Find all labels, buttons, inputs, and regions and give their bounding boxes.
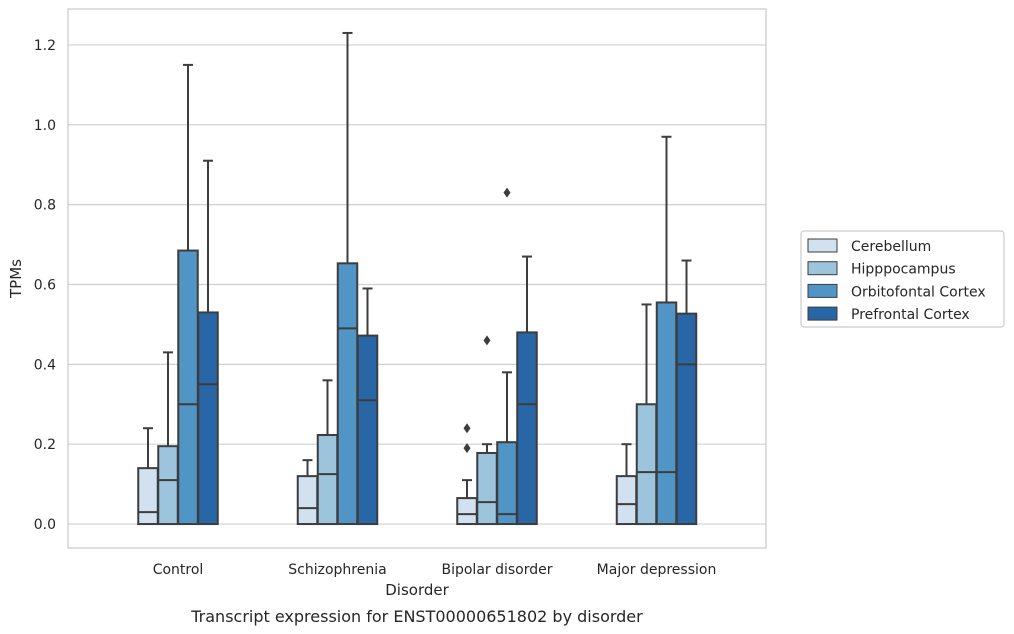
box-prefrontal-cortex — [197, 159, 219, 526]
y-tick-label: 1.0 — [34, 118, 56, 134]
legend-swatch — [807, 238, 838, 253]
legend-swatch — [807, 283, 838, 298]
box-rect — [496, 441, 518, 526]
box-cerebellum — [456, 423, 478, 526]
box-rect — [615, 475, 638, 526]
box-rect — [177, 249, 199, 526]
box-hipppocampus — [635, 303, 658, 526]
outlier-point — [503, 187, 511, 198]
box-rect — [476, 451, 498, 526]
y-tick-labels: 0.0 0.2 0.4 0.6 0.8 1.0 1.2 — [34, 38, 56, 533]
x-tick-labels: Control Schizophrenia Bipolar disorder Majo… — [153, 562, 717, 578]
box-rect — [516, 331, 538, 526]
y-tick-label: 0.4 — [34, 357, 56, 373]
legend-label: Hipppocampus — [851, 262, 956, 278]
box-rect — [316, 434, 339, 526]
box-rect — [157, 445, 179, 526]
chart-caption: Transcript expression for ENST0000065180… — [190, 607, 643, 626]
x-tick-label: Major depression — [597, 562, 717, 578]
y-tick-label: 0.6 — [34, 277, 56, 293]
box-orbitofontal-cortex — [496, 187, 518, 526]
box-groups — [137, 31, 698, 526]
x-tick-label: Schizophrenia — [288, 562, 386, 578]
box-prefrontal-cortex — [356, 287, 379, 526]
box-hipppocampus — [157, 351, 179, 526]
box-rect — [197, 311, 219, 526]
legend-label: Cerebellum — [851, 239, 931, 255]
x-tick-label: Bipolar disorder — [441, 562, 552, 578]
box-orbitofontal-cortex — [336, 31, 359, 526]
legend-label: Prefrontal Cortex — [851, 307, 970, 323]
box-rect — [296, 475, 319, 526]
x-tick-label: Control — [153, 562, 204, 578]
y-tick-label: 0.2 — [34, 437, 56, 453]
box-rect — [336, 262, 359, 526]
legend-label: Orbitofontal Cortex — [851, 284, 986, 300]
legend-frame — [800, 230, 1005, 328]
box-rect — [675, 312, 698, 526]
box-rect — [356, 334, 379, 526]
y-tick-label: 0.8 — [34, 198, 56, 214]
box-prefrontal-cortex — [675, 259, 698, 526]
box-rect — [456, 497, 478, 526]
outlier-point — [483, 335, 491, 346]
box-prefrontal-cortex — [516, 255, 538, 526]
plot-frame — [67, 8, 767, 549]
y-tick-label: 0.0 — [34, 517, 56, 533]
box-hipppocampus — [316, 379, 339, 526]
y-axis-label: TPMs — [7, 259, 25, 299]
legend-swatch — [807, 306, 838, 321]
box-cerebellum — [137, 427, 159, 526]
legend-swatch — [807, 261, 838, 276]
box-orbitofontal-cortex — [177, 63, 199, 526]
box-cerebellum — [615, 443, 638, 526]
outlier-point — [463, 443, 471, 454]
box-rect — [655, 301, 678, 526]
outlier-point — [463, 423, 471, 434]
box-hipppocampus — [476, 335, 498, 526]
y-tick-label: 1.2 — [34, 38, 56, 54]
x-axis-label: Disorder — [385, 581, 449, 599]
box-rect — [635, 403, 658, 526]
legend: Cerebellum Hipppocampus Orbitofontal Corte… — [800, 230, 1005, 328]
box-orbitofontal-cortex — [655, 135, 678, 526]
box-rect — [137, 467, 159, 526]
box-cerebellum — [296, 459, 319, 526]
